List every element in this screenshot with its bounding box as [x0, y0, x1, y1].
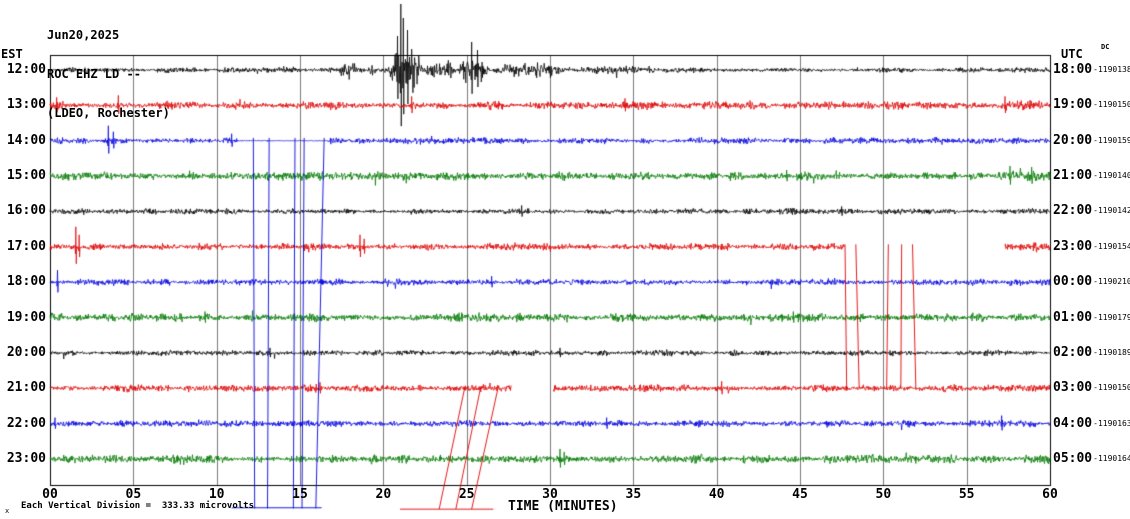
utc-row-label: 23:00-1190154: [1053, 239, 1130, 256]
trace-id-label: -1190142: [1093, 206, 1130, 216]
scale-footnote: Each Vertical Division = 333.33 microvol…: [21, 501, 254, 511]
utc-time-label: 22:00: [1053, 203, 1093, 219]
trace-id-label: -1190154: [1093, 241, 1130, 251]
x-tick-label: 20: [375, 487, 392, 502]
est-time-label: 22:00: [6, 415, 46, 431]
header-location: (LDEO, Rochester): [47, 106, 170, 120]
x-tick-label: 50: [875, 487, 892, 502]
utc-row-label: 05:00-1190164: [1053, 451, 1130, 468]
est-time-label: 23:00: [6, 450, 46, 466]
est-time-label: 14:00: [6, 132, 46, 148]
utc-row-label: 21:00-1190140: [1053, 168, 1130, 185]
est-time-label: 17:00: [6, 238, 46, 254]
x-tick-label: 10: [208, 487, 225, 502]
x-tick-label: 00: [42, 487, 58, 502]
est-time-label: 18:00: [6, 274, 46, 290]
header-station: ROC EHZ LD --: [47, 67, 141, 81]
footnote-marker: x: [5, 507, 10, 515]
utc-time-label: 23:00: [1053, 238, 1093, 254]
x-tick-label: 05: [125, 487, 142, 502]
trace-id-label: -1190210: [1093, 277, 1130, 287]
utc-row-label: 22:00-1190142: [1053, 203, 1130, 220]
dc-label: DC: [1101, 43, 1110, 51]
utc-time-label: 03:00: [1053, 380, 1093, 396]
trace-id-label: -1190163: [1093, 418, 1130, 428]
left-timezone-label: EST: [1, 47, 23, 61]
right-timezone-label: UTC: [1061, 47, 1083, 61]
x-tick-label: 35: [625, 487, 642, 502]
trace-id-label: -1190164: [1093, 453, 1130, 463]
utc-time-label: 01:00: [1053, 309, 1093, 325]
trace-id-label: -1190150: [1093, 383, 1130, 393]
utc-time-label: 02:00: [1053, 344, 1093, 360]
trace-id-label: -1190140: [1093, 171, 1130, 181]
utc-time-label: 00:00: [1053, 274, 1093, 290]
utc-row-label: 02:00-1190189: [1053, 345, 1130, 362]
est-time-label: 21:00: [6, 380, 46, 396]
est-time-label: 12:00: [6, 62, 46, 77]
est-time-label: 15:00: [6, 168, 46, 184]
utc-row-label: 03:00-1190150: [1053, 380, 1130, 397]
est-time-label: 19:00: [6, 309, 46, 325]
utc-row-label: 00:00-1190210: [1053, 274, 1130, 291]
x-tick-label: 60: [1042, 487, 1058, 502]
utc-time-label: 18:00: [1053, 62, 1093, 77]
x-tick-label: 40: [708, 487, 725, 502]
utc-time-label: 05:00: [1053, 450, 1093, 466]
x-tick-label: 30: [542, 487, 558, 502]
utc-row-label: 04:00-1190163: [1053, 416, 1130, 433]
header: Jun20,2025 ROC EHZ LD -- (LDEO, Rocheste…: [47, 3, 170, 146]
est-time-label: 13:00: [6, 97, 46, 113]
trace-id-label: -1190150: [1093, 100, 1130, 110]
trace-id-label: -1190189: [1093, 347, 1130, 357]
x-tick-label: 25: [458, 487, 475, 502]
trace-id-label: -1190179: [1093, 312, 1130, 322]
utc-time-label: 21:00: [1053, 168, 1093, 184]
header-date: Jun20,2025: [47, 28, 120, 42]
utc-row-label: 20:00-1190159: [1053, 133, 1130, 150]
utc-time-label: 19:00: [1053, 97, 1093, 113]
utc-row-label: 19:00-1190150: [1053, 97, 1130, 114]
x-tick-label: 45: [792, 487, 808, 502]
x-tick-label: 55: [958, 487, 975, 502]
x-tick-label: 15: [292, 487, 308, 502]
x-axis-title: TIME (MINUTES): [508, 499, 618, 514]
utc-time-label: 04:00: [1053, 415, 1093, 431]
trace-id-label: -1190138: [1093, 65, 1130, 74]
est-time-label: 20:00: [6, 344, 46, 360]
trace-id-label: -1190159: [1093, 135, 1130, 145]
utc-time-label: 20:00: [1053, 132, 1093, 148]
est-time-label: 16:00: [6, 203, 46, 219]
utc-row-label: 18:00-1190138: [1053, 62, 1130, 79]
utc-row-label: 01:00-1190179: [1053, 310, 1130, 327]
